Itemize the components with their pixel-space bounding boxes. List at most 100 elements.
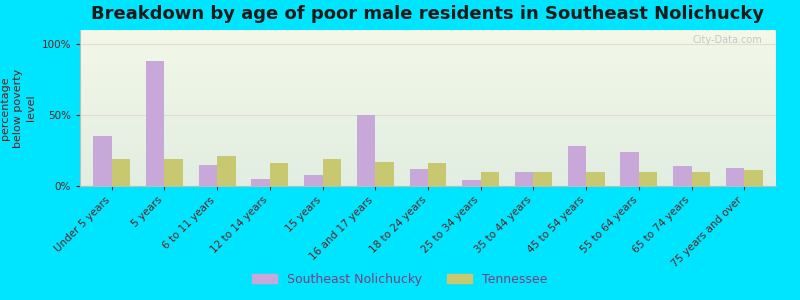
Bar [80,160,776,161]
Bar [80,110,776,111]
Bar [80,74,776,75]
Bar [639,172,658,186]
Bar [80,66,776,68]
Bar [80,39,776,41]
Bar [80,55,776,56]
Bar [80,173,776,175]
Bar [80,92,776,94]
Bar [80,36,776,38]
Bar [80,136,776,138]
Bar [481,172,499,186]
Bar [80,166,776,167]
Bar [80,178,776,180]
Bar [112,159,130,186]
Legend: Southeast Nolichucky, Tennessee: Southeast Nolichucky, Tennessee [247,268,553,291]
Bar [534,172,552,186]
Bar [80,119,776,121]
Bar [80,111,776,113]
Bar [80,70,776,72]
Bar [80,114,776,116]
Bar [80,146,776,147]
Bar [80,69,776,70]
Bar [80,117,776,119]
Bar [621,152,639,186]
Bar [80,142,776,144]
Bar [80,35,776,36]
Text: City-Data.com: City-Data.com [692,35,762,45]
Title: Breakdown by age of poor male residents in Southeast Nolichucky: Breakdown by age of poor male residents … [91,5,765,23]
Bar [80,177,776,178]
Bar [80,161,776,163]
Bar [80,78,776,80]
Bar [80,155,776,156]
Bar [80,63,776,64]
Bar [80,38,776,39]
Bar [80,134,776,136]
Bar [726,168,744,186]
Bar [217,156,235,186]
Bar [80,60,776,61]
Bar [80,127,776,128]
Bar [80,131,776,133]
Bar [198,165,217,186]
Bar [80,53,776,55]
Bar [80,95,776,97]
Bar [146,61,164,186]
Bar [80,172,776,173]
Bar [80,180,776,181]
Bar [80,43,776,44]
Bar [80,30,776,31]
Bar [80,97,776,99]
Bar [80,80,776,82]
Bar [515,172,534,186]
Bar [428,163,446,186]
Bar [673,166,692,186]
Bar [80,158,776,160]
Bar [80,56,776,58]
Bar [80,133,776,134]
Bar [80,72,776,74]
Bar [80,121,776,122]
Bar [304,175,322,186]
Bar [80,106,776,108]
Bar [80,130,776,131]
Bar [357,115,375,186]
Bar [744,170,763,186]
Bar [164,159,183,186]
Bar [80,167,776,169]
Bar [80,86,776,88]
Bar [410,169,428,186]
Bar [80,77,776,78]
Bar [80,99,776,100]
Bar [251,179,270,186]
Bar [80,170,776,172]
Bar [80,138,776,139]
Bar [80,153,776,155]
Bar [80,68,776,69]
Bar [80,163,776,164]
Bar [80,139,776,141]
Bar [80,141,776,142]
Bar [80,85,776,86]
Bar [462,180,481,186]
Bar [80,89,776,91]
Bar [80,147,776,148]
Bar [80,164,776,166]
Bar [80,50,776,52]
Bar [80,88,776,89]
Bar [80,64,776,66]
Bar [80,33,776,35]
Bar [80,52,776,53]
Bar [80,113,776,114]
Bar [80,150,776,152]
Bar [692,172,710,186]
Bar [80,44,776,46]
Bar [322,159,341,186]
Bar [80,128,776,130]
Bar [80,156,776,158]
Bar [80,75,776,77]
Bar [80,124,776,125]
Bar [93,136,112,186]
Bar [80,61,776,63]
Bar [80,144,776,146]
